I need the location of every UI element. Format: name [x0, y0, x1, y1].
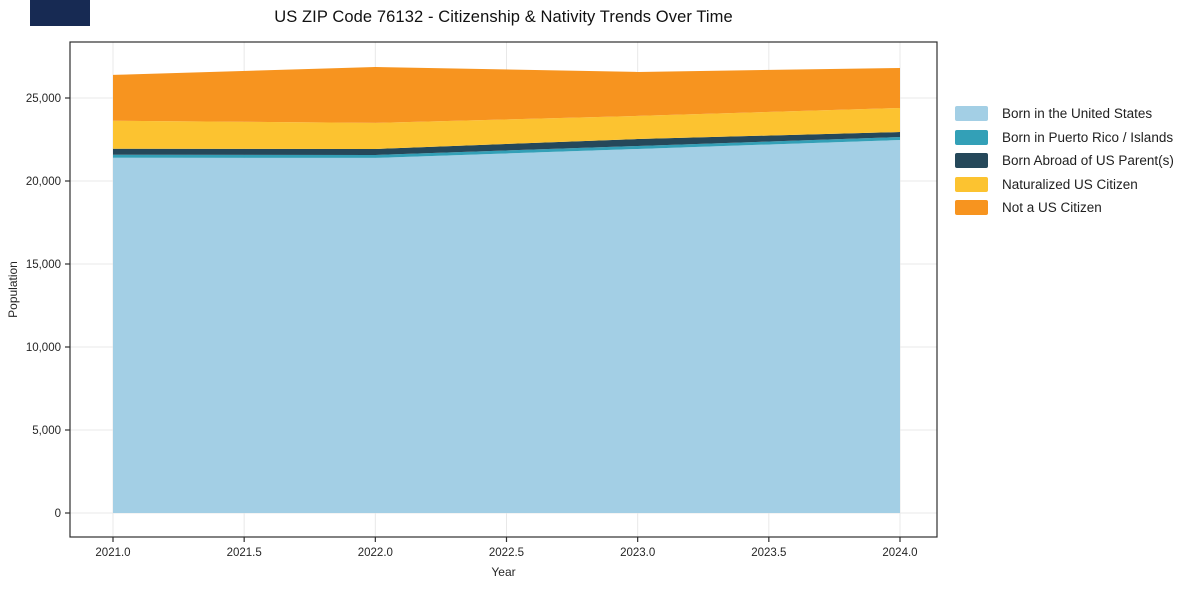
window-fragment	[30, 0, 90, 26]
x-tick-label: 2024.0	[882, 547, 917, 559]
x-tick-label: 2021.0	[95, 547, 130, 559]
chart-title: US ZIP Code 76132 - Citizenship & Nativi…	[274, 8, 733, 26]
legend-item: Not a US Citizen	[955, 200, 1174, 215]
legend-label: Naturalized US Citizen	[1002, 176, 1138, 192]
legend-label: Not a US Citizen	[1002, 200, 1102, 215]
plot-border	[69, 41, 938, 538]
y-tick-label: 0	[55, 508, 61, 520]
legend: Born in the United States Born in Puerto …	[955, 106, 1174, 224]
legend-label: Born in Puerto Rico / Islands	[1002, 129, 1174, 145]
area-series-0	[113, 139, 900, 514]
y-tick-label: 10,000	[26, 342, 61, 354]
legend-swatch	[955, 200, 988, 215]
y-tick-label: 15,000	[26, 259, 61, 271]
x-axis-label: Year	[491, 565, 515, 579]
legend-item: Born in the United States	[955, 106, 1174, 121]
area-series-1	[113, 137, 900, 158]
legend-swatch	[955, 153, 988, 168]
y-axis-label: Population	[6, 261, 20, 318]
x-tick-label: 2022.0	[358, 547, 393, 559]
legend-swatch	[955, 106, 988, 121]
legend-label: Born in the United States	[1002, 106, 1153, 121]
x-tick-label: 2021.5	[227, 547, 262, 559]
x-tick-label: 2023.0	[620, 547, 655, 559]
x-tick-label: 2022.5	[489, 547, 524, 559]
y-tick-label: 5,000	[32, 425, 61, 437]
y-tick-label: 20,000	[26, 176, 61, 188]
legend-swatch	[955, 176, 988, 192]
y-tick-label: 25,000	[26, 93, 61, 105]
legend-label: Born Abroad of US Parent(s)	[1002, 153, 1174, 168]
x-tick-label: 2023.5	[751, 547, 786, 559]
legend-swatch	[955, 129, 988, 145]
legend-item: Naturalized US Citizen	[955, 176, 1174, 192]
area-series-3	[113, 107, 900, 149]
area-series-2	[113, 132, 900, 155]
area-series-4	[113, 66, 900, 123]
legend-item: Born in Puerto Rico / Islands	[955, 129, 1174, 145]
legend-item: Born Abroad of US Parent(s)	[955, 153, 1174, 168]
